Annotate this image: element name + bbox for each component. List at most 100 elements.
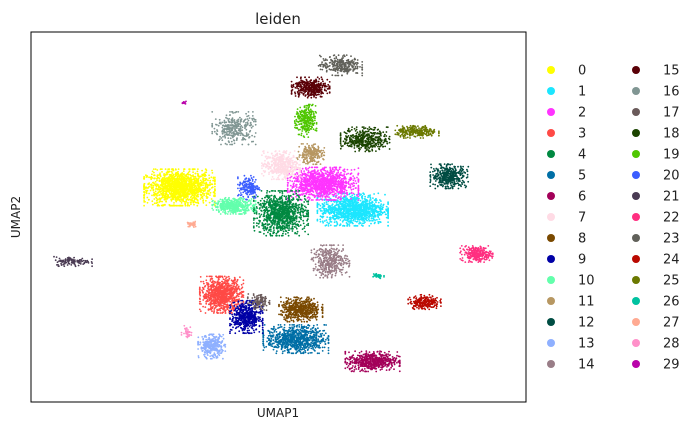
scatter-point bbox=[203, 194, 206, 197]
scatter-point bbox=[350, 219, 352, 222]
scatter-point bbox=[332, 170, 335, 173]
scatter-point bbox=[321, 174, 323, 177]
scatter-point bbox=[163, 194, 165, 197]
scatter-point bbox=[196, 199, 199, 202]
scatter-point bbox=[205, 178, 208, 181]
scatter-point bbox=[211, 283, 214, 286]
scatter-point bbox=[338, 168, 341, 171]
scatter-point bbox=[175, 199, 178, 202]
scatter-point bbox=[344, 180, 347, 183]
scatter-point bbox=[374, 215, 376, 218]
scatter-point bbox=[321, 171, 324, 174]
scatter-point bbox=[319, 218, 322, 221]
scatter-point bbox=[295, 227, 298, 230]
scatter-point bbox=[336, 209, 339, 212]
scatter-point bbox=[313, 194, 316, 197]
scatter-point bbox=[143, 194, 146, 197]
scatter-point bbox=[172, 185, 175, 188]
scatter-point bbox=[334, 204, 337, 207]
scatter-point bbox=[231, 299, 234, 302]
scatter-point bbox=[166, 180, 169, 183]
scatter-point bbox=[323, 188, 325, 191]
scatter-point bbox=[232, 281, 235, 283]
scatter-point bbox=[179, 181, 181, 184]
scatter-point bbox=[214, 179, 216, 182]
scatter-point bbox=[306, 189, 308, 192]
scatter-point bbox=[212, 312, 215, 314]
scatter-point bbox=[307, 174, 309, 177]
scatter-point bbox=[169, 186, 172, 189]
scatter-point bbox=[332, 206, 334, 208]
scatter-point bbox=[380, 208, 382, 211]
scatter-point bbox=[387, 213, 389, 215]
scatter-point bbox=[304, 189, 307, 192]
scatter-point bbox=[234, 278, 237, 281]
scatter-point bbox=[339, 202, 342, 205]
scatter-point bbox=[212, 177, 215, 180]
scatter-point bbox=[195, 195, 198, 198]
scatter-point bbox=[325, 219, 328, 222]
scatter-point bbox=[179, 173, 182, 176]
scatter-point bbox=[336, 189, 339, 191]
scatter-point bbox=[350, 209, 353, 212]
scatter-point bbox=[196, 172, 199, 175]
scatter-point bbox=[323, 205, 326, 208]
scatter-point bbox=[337, 196, 340, 199]
scatter-point bbox=[184, 189, 187, 192]
scatter-point bbox=[322, 207, 325, 210]
scatter-point bbox=[143, 183, 146, 186]
scatter-point bbox=[313, 172, 316, 175]
scatter-point bbox=[182, 170, 185, 173]
scatter-point bbox=[162, 190, 165, 192]
scatter-point bbox=[182, 185, 185, 188]
scatter-point bbox=[200, 181, 203, 184]
scatter-point bbox=[328, 208, 330, 211]
scatter-point bbox=[162, 183, 165, 186]
scatter-point bbox=[349, 212, 352, 215]
scatter-point bbox=[189, 185, 192, 187]
scatter-point bbox=[357, 193, 360, 196]
scatter-point bbox=[364, 205, 367, 207]
scatter-point bbox=[186, 179, 189, 182]
scatter-point bbox=[355, 182, 358, 185]
scatter-point bbox=[315, 187, 317, 190]
scatter-point bbox=[156, 179, 158, 182]
scatter-point bbox=[192, 174, 195, 177]
scatter-point bbox=[312, 199, 314, 201]
scatter-point bbox=[347, 182, 350, 185]
scatter-point bbox=[204, 168, 207, 171]
scatter-point bbox=[330, 169, 332, 172]
scatter-point bbox=[192, 200, 195, 203]
scatter-point bbox=[300, 190, 302, 192]
scatter-point bbox=[305, 179, 308, 182]
scatter-point bbox=[351, 194, 354, 197]
scatter-point bbox=[335, 220, 338, 223]
scatter-point bbox=[207, 179, 209, 182]
scatter-point bbox=[193, 168, 196, 171]
scatter-point bbox=[209, 179, 212, 182]
scatter-point bbox=[198, 297, 201, 300]
scatter-point bbox=[377, 220, 380, 223]
scatter-point bbox=[220, 298, 222, 301]
scatter-point bbox=[325, 166, 327, 169]
scatter-point bbox=[164, 168, 167, 171]
scatter-point bbox=[316, 170, 319, 173]
scatter-point bbox=[186, 204, 189, 207]
scatter-point bbox=[190, 203, 192, 206]
scatter-point bbox=[286, 184, 289, 186]
scatter-point bbox=[171, 180, 174, 182]
scatter-point bbox=[170, 192, 172, 195]
scatter-point bbox=[352, 222, 354, 225]
scatter-point bbox=[350, 191, 353, 194]
scatter-point bbox=[182, 198, 185, 200]
scatter-point bbox=[184, 182, 187, 185]
scatter-point bbox=[158, 185, 161, 188]
scatter-point bbox=[308, 193, 310, 196]
scatter-point bbox=[181, 183, 184, 186]
scatter-point bbox=[194, 172, 197, 175]
scatter-point bbox=[319, 204, 322, 207]
scatter-point bbox=[198, 288, 201, 291]
scatter-point bbox=[361, 219, 363, 221]
scatter-point bbox=[326, 181, 328, 184]
scatter-point bbox=[171, 190, 174, 193]
